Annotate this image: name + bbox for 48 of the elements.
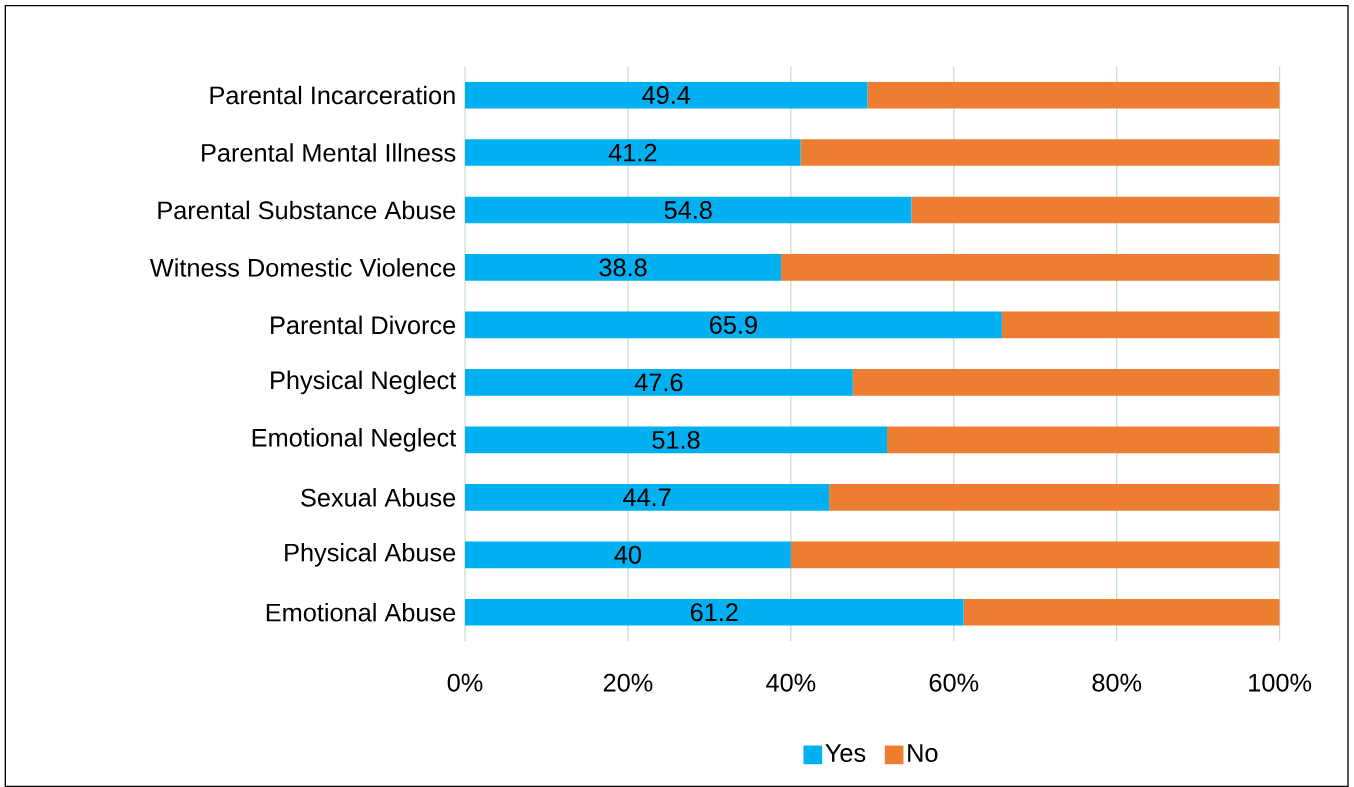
y-tick-label: Physical Neglect xyxy=(271,370,457,395)
bar xyxy=(465,254,782,281)
y-tick-label: Parental Incarceration xyxy=(210,85,455,105)
bar xyxy=(852,369,1280,396)
y-tick-label: Sexual Abuse xyxy=(301,488,456,507)
y-tick-label: Parental Substance Abuse xyxy=(158,200,456,220)
x-tick-label: 20% xyxy=(603,673,653,692)
bar xyxy=(963,598,1280,626)
bar xyxy=(829,483,1280,511)
bar xyxy=(465,196,912,224)
bar xyxy=(465,541,791,569)
data-label: 61.2 xyxy=(690,603,738,622)
data-label: 41.2 xyxy=(608,143,657,162)
bar xyxy=(465,311,1002,339)
y-tick-label: Parental Divorce xyxy=(271,315,456,335)
bar xyxy=(867,81,1280,109)
bar xyxy=(800,139,1280,166)
x-tick-label: 80% xyxy=(1092,673,1142,692)
bar xyxy=(781,254,1280,281)
bar xyxy=(465,369,853,396)
bar xyxy=(465,483,830,511)
bar xyxy=(465,139,801,166)
y-tick-label: Emotional Abuse xyxy=(266,602,456,622)
bar xyxy=(911,196,1280,224)
data-label: 47.6 xyxy=(634,373,683,392)
data-label: 51.8 xyxy=(652,430,700,449)
data-label: 38.8 xyxy=(599,258,647,277)
x-tick-label: 0% xyxy=(447,673,483,692)
bar xyxy=(1001,311,1280,339)
bar xyxy=(790,541,1280,569)
y-tick-label: Emotional Neglect xyxy=(252,428,457,452)
data-label: 40 xyxy=(614,545,642,564)
legend-label: No xyxy=(908,744,938,762)
bar xyxy=(465,81,868,109)
data-label: 44.7 xyxy=(623,488,671,507)
bar xyxy=(465,426,887,454)
x-tick-label: 60% xyxy=(929,673,979,692)
y-tick-label: Witness Domestic Violence xyxy=(149,258,456,277)
y-tick-label: Parental Mental Illness xyxy=(202,143,456,162)
y-tick-label: Physical Abuse xyxy=(285,542,456,567)
bar xyxy=(887,426,1280,454)
x-tick-label: 100% xyxy=(1249,673,1312,692)
data-label: 65.9 xyxy=(710,315,757,334)
bar xyxy=(465,598,964,626)
x-tick-label: 40% xyxy=(766,673,816,692)
data-label: 54.8 xyxy=(664,201,712,219)
data-label: 49.4 xyxy=(642,86,691,105)
legend-label: Yes xyxy=(825,744,866,762)
